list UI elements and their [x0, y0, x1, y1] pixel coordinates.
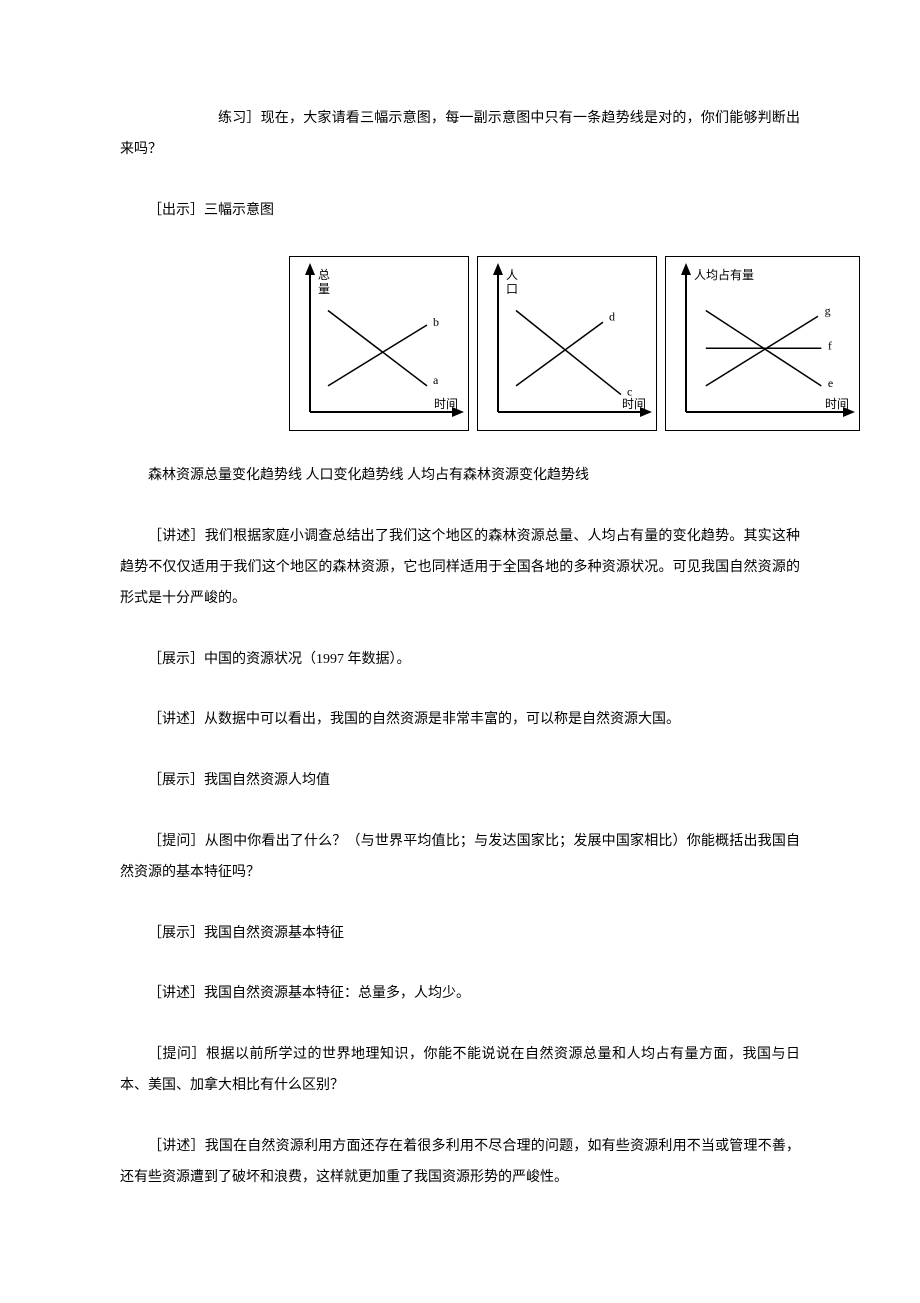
charts-row: 总量时间ab 人口时间cd 人均占有量时间efg	[120, 256, 860, 431]
charts-caption: 森林资源总量变化趋势线 人口变化趋势线 人均占有森林资源变化趋势线	[120, 461, 800, 492]
svg-text:时间: 时间	[825, 397, 849, 411]
trend-line-c	[516, 311, 621, 395]
lecture-3: ［讲述］我国自然资源基本特征：总量多，人均少。	[120, 979, 800, 1010]
trend-label-b: b	[433, 315, 439, 329]
document-page: 练习］现在，大家请看三幅示意图，每一副示意图中只有一条趋势线是对的，你们能够判断…	[0, 0, 920, 1303]
chart-total: 总量时间 a b	[289, 256, 469, 431]
trend-label-f: f	[828, 339, 832, 353]
trend-line-b	[328, 325, 427, 386]
trend-label-e: e	[828, 376, 833, 390]
svg-text:时间: 时间	[434, 397, 458, 411]
question-2: ［提问］根据以前所学过的世界地理知识，你能不能说说在自然资源总量和人均占有量方面…	[120, 1040, 800, 1102]
chart-population: 人口时间c d	[477, 256, 657, 431]
svg-text:总: 总	[318, 268, 330, 282]
display-1: ［展示］中国的资源状况（1997 年数据）。	[120, 645, 800, 676]
trend-line-g	[706, 317, 818, 387]
show-diagrams-label: ［出示］三幅示意图	[120, 196, 800, 227]
chart-per-capita: 人均占有量时间 e f g	[665, 256, 860, 431]
trend-label-d: d	[609, 310, 615, 324]
lecture-2: ［讲述］从数据中可以看出，我国的自然资源是非常丰富的，可以称是自然资源大国。	[120, 705, 800, 736]
trend-line-a	[328, 311, 427, 386]
trend-label-g: g	[825, 304, 831, 318]
display-3: ［展示］我国自然资源基本特征	[120, 919, 800, 950]
svg-text:时间: 时间	[622, 397, 646, 411]
lecture-1: ［讲述］我们根据家庭小调查总结出了我们这个地区的森林资源总量、人均占有量的变化趋…	[120, 522, 800, 614]
trend-label-a: a	[433, 373, 439, 387]
exercise-intro: 练习］现在，大家请看三幅示意图，每一副示意图中只有一条趋势线是对的，你们能够判断…	[120, 104, 800, 166]
question-1: ［提问］从图中你看出了什么？（与世界平均值比；与发达国家比；发展中国家相比）你能…	[120, 827, 800, 889]
trend-line-d	[516, 322, 603, 386]
trend-label-c: c	[627, 385, 632, 399]
display-2: ［展示］我国自然资源人均值	[120, 766, 800, 797]
svg-text:口: 口	[506, 282, 518, 296]
svg-text:人: 人	[506, 268, 518, 282]
svg-text:量: 量	[318, 282, 330, 296]
lecture-4: ［讲述］我国在自然资源利用方面还存在着很多利用不尽合理的问题，如有些资源利用不当…	[120, 1132, 800, 1194]
svg-text:人均占有量: 人均占有量	[694, 267, 754, 282]
